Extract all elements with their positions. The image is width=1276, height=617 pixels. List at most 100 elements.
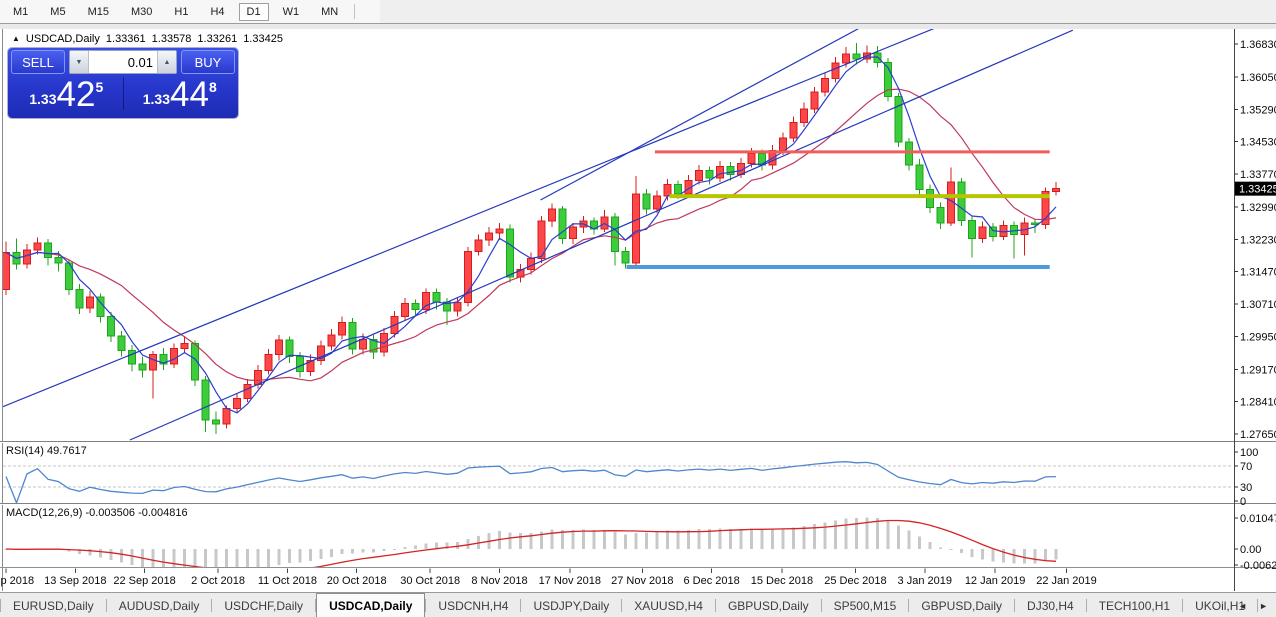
- tab-xauusd-h4[interactable]: XAUUSD,H4: [634, 598, 703, 613]
- timeframe-button-M5[interactable]: M5: [50, 5, 66, 18]
- macd-histogram-bar: [361, 549, 365, 553]
- tab-divider: [714, 599, 716, 612]
- macd-histogram-bar: [120, 549, 123, 563]
- rsi-pane-label: RSI(14) 49.7617: [6, 445, 87, 457]
- macd-histogram-bar: [582, 529, 585, 549]
- macd-histogram-bar: [1033, 549, 1037, 564]
- tab-divider: [1182, 599, 1184, 612]
- tab-divider: [425, 599, 427, 612]
- macd-histogram-bar: [340, 549, 344, 555]
- timeframe-button-M1[interactable]: M1: [13, 5, 29, 18]
- timeframe-button-M15[interactable]: M15: [87, 5, 109, 18]
- candle: [128, 349, 136, 365]
- macd-histogram-bar: [603, 530, 606, 549]
- timeframe-button-group: M1 M5 M15 M30 H1 H4 D1 W1 MN: [0, 0, 380, 23]
- macd-histogram-bar: [382, 549, 386, 552]
- ohlc-close: 1.33425: [243, 32, 283, 45]
- timeframe-button-H1[interactable]: H1: [174, 5, 189, 18]
- tab-scroll-right-icon[interactable]: ►: [1259, 600, 1268, 611]
- tab-divider: [315, 599, 317, 612]
- macd-histogram-bar: [193, 549, 197, 567]
- macd-histogram-bar: [67, 549, 71, 552]
- candle: [338, 321, 346, 336]
- macd-histogram-bar: [897, 525, 900, 549]
- sell-price-button[interactable]: 1.33 42 5: [11, 75, 122, 113]
- sell-price-prefix: 1.33: [29, 91, 57, 107]
- macd-histogram-bar: [424, 543, 428, 549]
- tab-usdjpy-daily[interactable]: USDJPY,Daily: [533, 598, 610, 613]
- macd-histogram-bar: [771, 528, 774, 549]
- date-axis[interactable]: 4 Sep 2018 13 Sep 2018 22 Sep 2018 2 Oct 20…: [0, 568, 1097, 588]
- candle: [957, 181, 966, 221]
- date-axis-label: 8 Nov 2018: [471, 575, 527, 587]
- price-divider: [122, 77, 124, 110]
- candle: [191, 343, 199, 381]
- macd-histogram-bar: [907, 530, 911, 549]
- candle: [999, 224, 1008, 237]
- macd-histogram-bar: [844, 518, 848, 549]
- tab-tech100-h1[interactable]: TECH100,H1: [1098, 598, 1171, 613]
- macd-histogram-bar: [550, 529, 554, 549]
- macd-pane[interactable]: [4, 517, 1058, 574]
- candle: [296, 355, 304, 373]
- volume-increase-icon[interactable]: ▲: [157, 51, 176, 73]
- candle: [989, 226, 997, 237]
- buy-price-button[interactable]: 1.33 44 8: [125, 75, 236, 115]
- tab-gbpusd-daily[interactable]: GBPUSD,Daily: [727, 598, 809, 613]
- buy-price-pips: 44: [170, 75, 209, 115]
- macd-histogram-bar: [435, 542, 438, 549]
- tab-gbpusd-daily[interactable]: GBPUSD,Daily: [921, 598, 1003, 613]
- tab-usdcnh-h4[interactable]: USDCNH,H4: [438, 598, 509, 613]
- rsi-pane[interactable]: [3, 461, 1233, 503]
- tab-sp500-m15[interactable]: SP500,M15: [833, 598, 897, 613]
- macd-histogram-bar: [855, 517, 858, 549]
- macd-histogram-bar: [928, 542, 932, 549]
- date-axis-label: 6 Dec 2018: [683, 575, 739, 587]
- macd-histogram-bar: [708, 529, 711, 549]
- macd-histogram-bar: [792, 527, 795, 549]
- candle: [884, 61, 892, 97]
- tab-eurusd-daily[interactable]: EURUSD,Daily: [13, 598, 94, 613]
- sell-button[interactable]: SELL: [11, 50, 65, 74]
- timeframe-button-D1[interactable]: D1: [238, 2, 269, 21]
- buy-button[interactable]: BUY: [181, 50, 235, 74]
- macd-histogram-bar: [750, 528, 753, 549]
- macd-histogram-bar: [876, 517, 879, 549]
- trend-line[interactable]: [129, 29, 1074, 441]
- macd-histogram-bar: [687, 529, 690, 549]
- macd-histogram-bar: [1044, 549, 1047, 562]
- timeframe-button-H4[interactable]: H4: [210, 5, 225, 18]
- timeframe-button-M30[interactable]: M30: [130, 5, 153, 18]
- date-axis-label: 2 Oct 2018: [191, 575, 245, 587]
- tab-scroll-left-icon[interactable]: ◄: [1238, 600, 1248, 611]
- date-axis-label: 25 Dec 2018: [824, 575, 886, 587]
- macd-histogram-bar: [813, 524, 816, 549]
- macd-histogram-bar: [540, 531, 543, 549]
- candle: [611, 216, 619, 252]
- tab-audusd-daily[interactable]: AUDUSD,Daily: [118, 598, 200, 613]
- trend-line[interactable]: [0, 28, 935, 408]
- main-price-pane[interactable]: [0, 28, 1074, 441]
- candle: [674, 184, 682, 195]
- candle: [1041, 190, 1050, 226]
- candle: [149, 354, 157, 371]
- volume-decrease-icon[interactable]: ▼: [70, 51, 89, 73]
- macd-histogram-bar: [1012, 549, 1016, 564]
- collapse-trade-panel-icon[interactable]: ▲: [12, 34, 20, 43]
- macd-histogram-bar: [99, 549, 102, 558]
- candle: [23, 249, 31, 265]
- trend-line[interactable]: [540, 28, 860, 201]
- tab-divider: [1257, 599, 1259, 612]
- tab-dj30-h4[interactable]: DJ30,H4: [1027, 598, 1074, 613]
- volume-input[interactable]: 0.01: [127, 54, 153, 70]
- price-axis[interactable]: 1.36830 1.36050 1.35290 1.34530 1.33770 1.329…: [1234, 39, 1276, 441]
- candle: [180, 343, 189, 350]
- timeframe-button-MN[interactable]: MN: [321, 5, 339, 18]
- candle: [548, 208, 556, 222]
- tab-ukoil-h1[interactable]: UKOil,H1: [1195, 598, 1246, 613]
- timeframe-button-W1[interactable]: W1: [282, 5, 300, 18]
- tab-usdchf-daily[interactable]: USDCHF,Daily: [224, 598, 304, 613]
- tab-usdcad-daily[interactable]: USDCAD,Daily: [316, 592, 426, 617]
- macd-histogram-bar: [676, 530, 680, 549]
- rsi-line: [5, 461, 1057, 503]
